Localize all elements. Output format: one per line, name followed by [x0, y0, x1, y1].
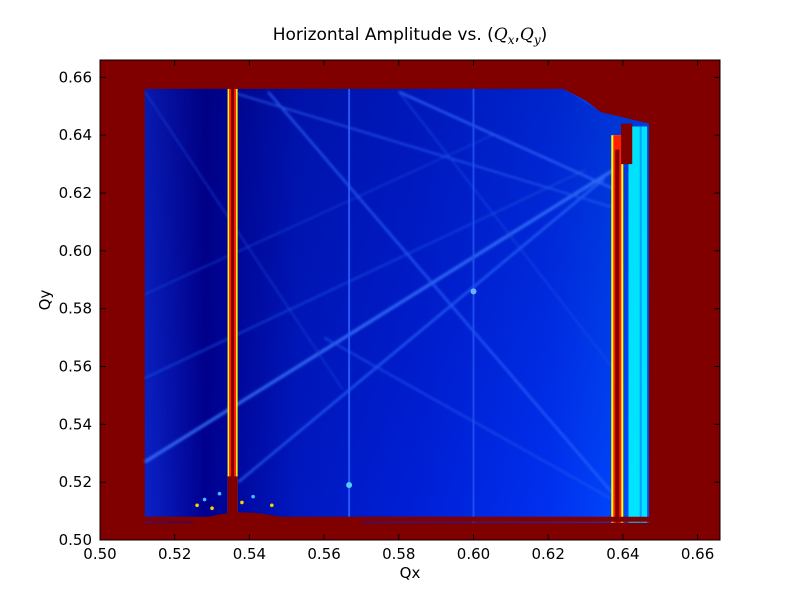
- resonance-band-535-core: [231, 88, 235, 523]
- noise-spot: [251, 494, 255, 499]
- y-tick-label: 0.64: [59, 126, 92, 144]
- resonance-band-535-edge-right: [236, 88, 238, 523]
- y-tick-label: 0.50: [59, 531, 92, 549]
- y-tick-label: 0.66: [59, 68, 92, 86]
- y-tick-label: 0.54: [59, 415, 92, 433]
- saturated-band-low: [144, 516, 650, 522]
- resonance-diagonal-2: [237, 177, 605, 483]
- x-tick-label: 0.60: [457, 545, 490, 563]
- x-tick-label: 0.62: [531, 545, 564, 563]
- x-tick-label: 0.50: [83, 545, 116, 563]
- x-tick-label: 0.66: [681, 545, 714, 563]
- resonance-crossing-low: [346, 482, 353, 489]
- noise-spot: [202, 497, 207, 502]
- resonance-lines: [144, 90, 624, 506]
- x-tick-label: 0.54: [233, 545, 266, 563]
- resonance-band-645: [628, 126, 648, 523]
- saturated-patch-top: [621, 123, 633, 165]
- title-close: ): [541, 25, 548, 45]
- y-tick-label: 0.62: [59, 184, 92, 202]
- y-tick-label: 0.52: [59, 473, 92, 491]
- noise-spot: [210, 506, 214, 510]
- title-var-qy: Q: [520, 25, 534, 45]
- title-sub-x: x: [508, 33, 515, 47]
- y-tick-label: 0.60: [59, 242, 92, 260]
- x-tick-label: 0.58: [382, 545, 415, 563]
- title-var-qx: Q: [494, 25, 508, 45]
- y-axis-label: Qy: [36, 290, 54, 311]
- resonance-anti-4: [144, 91, 344, 390]
- y-tick-label: 0.58: [59, 300, 92, 318]
- plot-area: [100, 60, 720, 540]
- resonance-anti-2: [398, 90, 624, 194]
- resonance-crossing: [470, 288, 477, 295]
- plot-frame: [99, 59, 721, 541]
- x-tick-label: 0.56: [307, 545, 340, 563]
- x-tick-label: 0.64: [606, 545, 639, 563]
- noise-spot: [240, 500, 244, 505]
- title-sub-y: y: [533, 33, 541, 47]
- x-axis: 0.50 0.52 0.54 0.56 0.58 0.60 0.62 0.64 0.66: [83, 60, 714, 563]
- noise-spot: [217, 491, 222, 496]
- noise-spot: [195, 503, 199, 508]
- resonance-anti-3: [267, 91, 624, 506]
- y-axis: 0.50 0.52 0.54 0.56 0.58 0.60 0.62 0.64 0.66: [59, 68, 720, 549]
- resonance-diagonal-4: [144, 134, 493, 295]
- chart-title: Horizontal Amplitude vs. (Qx,Qy): [273, 25, 548, 47]
- resonance-diagonal-main: [144, 162, 624, 464]
- x-tick-label: 0.52: [158, 545, 191, 563]
- resonance-anti-1: [230, 91, 624, 212]
- title-sep: ,: [515, 25, 520, 45]
- resonance-diagonal-3: [144, 169, 586, 379]
- resonance-anti-6: [398, 91, 624, 382]
- resonance-band-535-edge-left: [227, 88, 230, 523]
- y-tick-label: 0.56: [59, 358, 92, 376]
- resonance-band-645-inner: [639, 126, 642, 523]
- chart-title-text: Horizontal Amplitude vs. (: [273, 25, 494, 45]
- noise-spot: [270, 503, 274, 508]
- saturated-blob-535: [227, 476, 238, 520]
- resonance-band-638-core: [615, 149, 620, 523]
- x-axis-label: Qx: [400, 564, 421, 582]
